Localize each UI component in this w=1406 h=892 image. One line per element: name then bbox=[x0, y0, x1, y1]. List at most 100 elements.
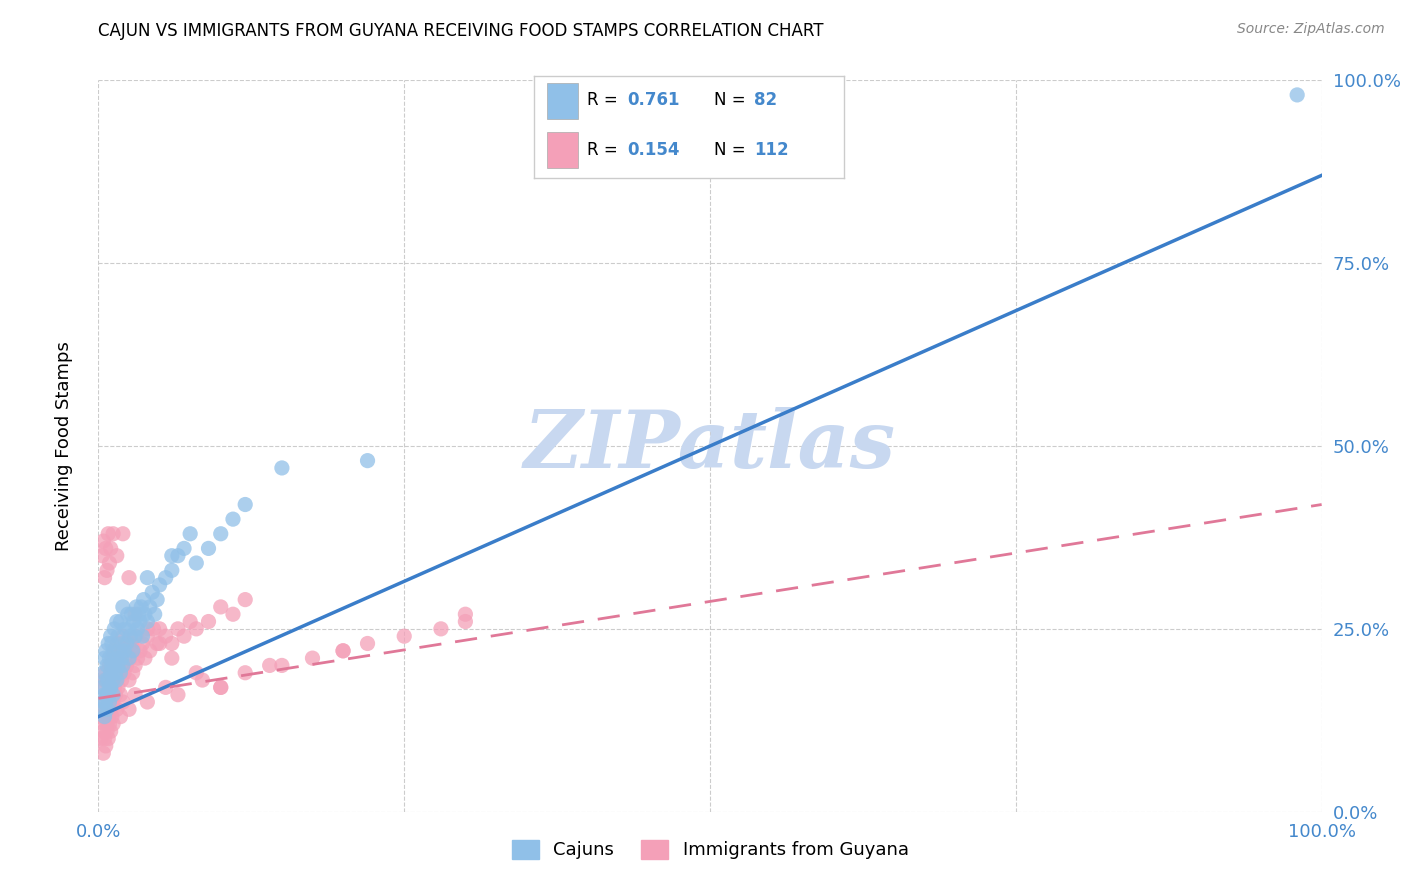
Point bbox=[96, 563, 118, 577]
Point bbox=[100, 681, 122, 695]
Point bbox=[94, 673, 117, 687]
Bar bbox=[547, 132, 578, 168]
Point bbox=[111, 599, 134, 614]
Point bbox=[121, 665, 143, 680]
Point bbox=[111, 673, 134, 687]
Point bbox=[136, 629, 159, 643]
Point bbox=[197, 615, 219, 629]
Point bbox=[160, 549, 183, 563]
Point bbox=[160, 636, 183, 650]
Point bbox=[146, 636, 169, 650]
Point bbox=[111, 636, 134, 650]
Point bbox=[136, 695, 159, 709]
Point bbox=[110, 709, 132, 723]
Point bbox=[209, 526, 232, 541]
Point bbox=[110, 644, 132, 658]
Point bbox=[101, 644, 124, 658]
Point bbox=[167, 549, 190, 563]
Point bbox=[111, 651, 134, 665]
Point bbox=[149, 578, 172, 592]
Point bbox=[105, 636, 128, 650]
Point bbox=[124, 688, 146, 702]
Point bbox=[167, 622, 190, 636]
Text: R =: R = bbox=[586, 141, 623, 159]
Text: N =: N = bbox=[714, 92, 751, 110]
Point bbox=[98, 681, 121, 695]
Point bbox=[93, 651, 115, 665]
Point bbox=[94, 702, 117, 716]
Point bbox=[134, 607, 156, 622]
Point bbox=[167, 688, 190, 702]
Y-axis label: Receiving Food Stamps: Receiving Food Stamps bbox=[55, 341, 73, 551]
Point bbox=[103, 658, 125, 673]
Text: 0.761: 0.761 bbox=[627, 92, 679, 110]
Point bbox=[118, 673, 141, 687]
Point bbox=[112, 644, 135, 658]
Point bbox=[96, 688, 118, 702]
Point bbox=[107, 651, 129, 665]
Point bbox=[94, 739, 117, 753]
Point bbox=[301, 651, 323, 665]
Point bbox=[101, 695, 124, 709]
Point bbox=[146, 592, 169, 607]
Point bbox=[101, 651, 124, 665]
Point bbox=[91, 695, 114, 709]
Point bbox=[101, 658, 124, 673]
Point bbox=[179, 526, 201, 541]
Point bbox=[94, 695, 117, 709]
Point bbox=[103, 681, 125, 695]
Bar bbox=[547, 83, 578, 119]
Point bbox=[93, 717, 115, 731]
Point bbox=[132, 592, 155, 607]
Point bbox=[107, 658, 129, 673]
Point bbox=[131, 636, 153, 650]
Point bbox=[96, 658, 118, 673]
Point bbox=[105, 549, 128, 563]
Point bbox=[155, 629, 177, 643]
Text: N =: N = bbox=[714, 141, 751, 159]
Point bbox=[100, 665, 122, 680]
Point bbox=[143, 607, 166, 622]
Point bbox=[270, 658, 294, 673]
Point bbox=[129, 599, 152, 614]
Point bbox=[101, 709, 124, 723]
Point bbox=[97, 688, 120, 702]
Point bbox=[127, 622, 149, 636]
Point bbox=[149, 622, 172, 636]
Point bbox=[105, 673, 128, 687]
Point bbox=[91, 702, 114, 716]
Point bbox=[120, 636, 142, 650]
Point bbox=[93, 673, 115, 687]
Point bbox=[108, 665, 131, 680]
Point bbox=[121, 644, 143, 658]
Point bbox=[124, 629, 146, 643]
Point bbox=[91, 746, 114, 760]
Point bbox=[110, 615, 132, 629]
Point bbox=[118, 651, 141, 665]
Point bbox=[122, 615, 145, 629]
Point bbox=[94, 665, 117, 680]
Point bbox=[142, 622, 165, 636]
Point bbox=[222, 607, 245, 622]
Point bbox=[91, 549, 114, 563]
Point bbox=[114, 622, 136, 636]
Point bbox=[97, 731, 120, 746]
Point bbox=[118, 702, 141, 716]
Point bbox=[96, 724, 118, 739]
Point bbox=[233, 665, 256, 680]
Point bbox=[392, 629, 416, 643]
Point bbox=[115, 658, 138, 673]
Point bbox=[101, 526, 124, 541]
Text: CAJUN VS IMMIGRANTS FROM GUYANA RECEIVING FOOD STAMPS CORRELATION CHART: CAJUN VS IMMIGRANTS FROM GUYANA RECEIVIN… bbox=[98, 22, 824, 40]
Point bbox=[160, 563, 183, 577]
Point bbox=[107, 681, 129, 695]
Point bbox=[430, 622, 453, 636]
Point bbox=[111, 629, 134, 643]
Point bbox=[94, 644, 117, 658]
Text: Source: ZipAtlas.com: Source: ZipAtlas.com bbox=[1237, 22, 1385, 37]
Point bbox=[100, 702, 122, 716]
Point bbox=[127, 651, 149, 665]
Point bbox=[103, 622, 125, 636]
Point bbox=[122, 644, 145, 658]
Point bbox=[101, 673, 124, 687]
